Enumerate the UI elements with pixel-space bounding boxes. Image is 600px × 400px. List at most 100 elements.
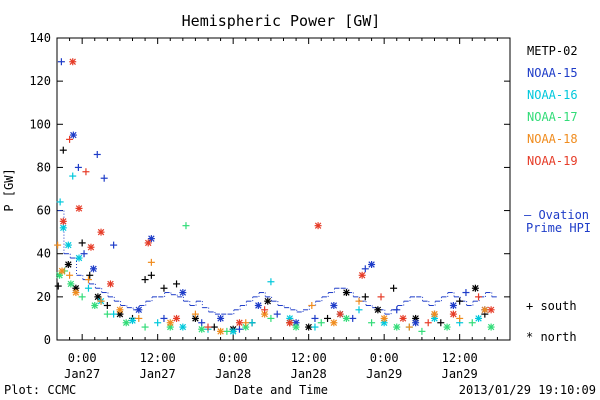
y-tick-label: 140 — [29, 31, 51, 45]
data-point-north — [449, 301, 457, 309]
data-point-north — [305, 323, 313, 331]
data-point-south — [418, 327, 426, 335]
data-point-south — [54, 241, 62, 249]
data-point-south — [135, 314, 143, 322]
y-tick-label: 120 — [29, 74, 51, 88]
data-point-north — [443, 323, 451, 331]
data-point-north — [342, 289, 350, 297]
data-point-south — [191, 310, 199, 318]
data-point-south — [361, 293, 369, 301]
data-point-north — [94, 293, 102, 301]
data-point-south — [84, 284, 92, 292]
data-point-south — [355, 297, 363, 305]
data-point-north — [487, 306, 495, 314]
plot-frame — [56, 37, 511, 341]
data-point-north — [91, 301, 99, 309]
data-point-north — [217, 327, 225, 335]
legend-entry: NOAA-15 — [527, 66, 578, 80]
data-point-south — [141, 276, 149, 284]
data-point-north — [59, 217, 67, 225]
y-tick-label: 80 — [37, 160, 51, 174]
data-point-south — [182, 222, 190, 230]
data-point-north — [286, 319, 294, 327]
data-point-north — [368, 261, 376, 268]
data-point-north — [412, 319, 420, 327]
x-axis: 0:00 Jan27 12:00 Jan27 0:00 Jan28 12:00 Jan28 0:… — [56, 38, 511, 381]
x-tick-date-label: Jan29 — [366, 367, 402, 381]
data-point-north — [135, 306, 143, 314]
data-point-south — [223, 327, 231, 335]
data-point-south — [242, 319, 250, 327]
y-tick-label: 0 — [44, 333, 51, 347]
data-point-south — [59, 146, 67, 154]
data-point-north — [58, 267, 66, 275]
legend-entry: NOAA-19 — [527, 154, 578, 168]
data-point-north — [166, 319, 174, 327]
data-point-north — [116, 306, 124, 314]
data-point-north — [449, 310, 457, 318]
data-point-south — [475, 293, 483, 301]
y-axis: 0 20 40 60 80 100 120 140 — [29, 31, 510, 347]
data-point-south — [78, 293, 86, 301]
data-point-south — [56, 198, 64, 206]
data-point-south — [405, 323, 413, 331]
data-point-south — [57, 58, 65, 66]
data-point-north — [254, 301, 262, 309]
data-point-south — [267, 278, 275, 286]
data-point-south — [368, 319, 376, 327]
data-point-north — [87, 243, 95, 251]
x-tick-date-label: Jan28 — [291, 367, 327, 381]
x-tick-time-label: 0:00 — [68, 351, 97, 365]
x-tick-date-label: Jan27 — [64, 367, 100, 381]
data-point-north — [235, 319, 243, 327]
data-point-south — [204, 323, 212, 331]
data-point-south — [324, 314, 332, 322]
data-point-north — [481, 306, 489, 314]
data-point-south — [54, 282, 62, 290]
data-point-north — [399, 314, 407, 322]
data-point-south — [311, 314, 319, 322]
data-point-south — [456, 297, 464, 305]
data-point-south — [198, 319, 206, 327]
data-point-north — [358, 271, 366, 279]
data-point-south — [361, 265, 369, 273]
y-tick-label: 100 — [29, 117, 51, 131]
data-point-south — [456, 314, 464, 322]
data-point-north — [179, 323, 187, 331]
data-point-south — [468, 319, 476, 327]
legend-entry: NOAA-16 — [527, 88, 578, 102]
data-point-south — [78, 239, 86, 247]
x-tick-time-label: 0:00 — [219, 351, 248, 365]
data-point-south — [110, 241, 118, 249]
data-point-south — [154, 319, 162, 327]
data-point-south — [393, 306, 401, 314]
data-point-north — [342, 314, 350, 322]
data-point-south — [390, 284, 398, 292]
data-point-south — [160, 314, 168, 322]
data-point-north — [374, 306, 382, 314]
x-tick-date-label: Jan28 — [215, 367, 251, 381]
data-point-south — [424, 319, 432, 327]
legend: METP-02 NOAA-15 NOAA-16 NOAA-17 NOAA-18 NOAA-… — [527, 44, 578, 168]
y-tick-label: 40 — [37, 247, 51, 261]
data-point-south — [66, 271, 74, 279]
data-point-north — [292, 323, 300, 331]
data-point-north — [129, 317, 136, 325]
data-point-north — [314, 222, 322, 230]
data-point-south — [69, 172, 77, 180]
x-tick-time-label: 12:00 — [442, 351, 478, 365]
x-tick-time-label: 12:00 — [140, 351, 176, 365]
data-point-south — [86, 271, 94, 279]
data-point-south — [377, 293, 385, 301]
data-point-south — [437, 319, 445, 327]
data-point-north — [75, 204, 83, 212]
data-point-south — [100, 174, 108, 182]
x-tick-date-label: Jan27 — [140, 367, 176, 381]
data-point-south — [311, 323, 319, 331]
data-point-north — [72, 289, 80, 297]
data-point-south — [141, 323, 149, 331]
data-point-south — [82, 168, 90, 176]
y-tick-label: 60 — [37, 204, 51, 218]
data-point-south — [317, 319, 325, 327]
footer-timestamp: 2013/01/29 19:10:09 — [459, 383, 596, 397]
